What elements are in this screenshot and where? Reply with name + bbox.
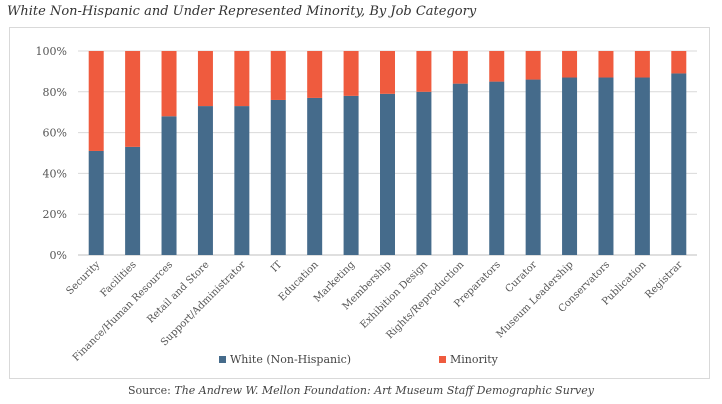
bar-white-non-hispanic — [489, 81, 505, 255]
bar-white-non-hispanic — [307, 97, 323, 255]
x-tick-label: IT — [269, 259, 285, 275]
bar-white-non-hispanic — [634, 77, 650, 255]
bar-minority — [270, 51, 286, 100]
bar-minority — [598, 51, 614, 78]
y-tick-label: 80% — [43, 86, 67, 99]
y-tick-label: 0% — [50, 249, 67, 262]
bar-minority — [671, 51, 687, 74]
bar-white-non-hispanic — [598, 77, 614, 255]
bar-minority — [489, 51, 505, 82]
bar-minority — [88, 51, 104, 151]
bar-white-non-hispanic — [343, 95, 359, 255]
bar-white-non-hispanic — [452, 83, 468, 255]
bar-white-non-hispanic — [161, 116, 177, 255]
legend-swatch — [439, 356, 446, 363]
bar-white-non-hispanic — [380, 93, 395, 255]
x-tick-label: Exhibition Design — [359, 259, 431, 331]
chart-panel: 0% 20% 40% 60% 80% 100% Security Facilities Fina… — [9, 27, 710, 379]
bar-white-non-hispanic — [197, 106, 213, 255]
bar-minority — [380, 51, 395, 94]
bar-minority — [562, 51, 578, 78]
stacked-bar-chart: 0%20%40%60%80%100%SecurityFacilitiesFina… — [36, 45, 697, 366]
bar-minority — [634, 51, 650, 78]
x-tick-label: Security — [65, 259, 103, 297]
source-prefix: Source: — [127, 384, 175, 397]
y-tick-label: 20% — [43, 208, 67, 221]
source-title: The Andrew W. Mellon Foundation: Art Mus… — [174, 384, 594, 397]
x-tick-label: Registrar — [643, 259, 685, 301]
bar-white-non-hispanic — [234, 106, 250, 255]
bar-white-non-hispanic — [562, 77, 578, 255]
bar-white-non-hispanic — [88, 150, 104, 255]
y-tick-label: 40% — [43, 167, 67, 180]
bar-minority — [161, 51, 177, 117]
x-tick-label: Retail and Store — [145, 259, 211, 325]
y-tick-label: 100% — [36, 45, 67, 58]
bar-white-non-hispanic — [671, 73, 687, 255]
bar-white-non-hispanic — [125, 146, 141, 255]
bar-minority — [234, 51, 250, 107]
legend-label: White (Non-Hispanic) — [230, 353, 351, 366]
source-note: Source: The Andrew W. Mellon Foundation:… — [0, 384, 722, 397]
bar-white-non-hispanic — [416, 91, 432, 255]
y-tick-label: 60% — [43, 127, 67, 140]
bar-minority — [525, 51, 541, 80]
bar-white-non-hispanic — [270, 99, 286, 256]
x-tick-label: Curator — [503, 259, 539, 295]
bar-minority — [343, 51, 359, 96]
bar-minority — [452, 51, 468, 84]
bar-minority — [416, 51, 432, 92]
legend-label: Minority — [450, 353, 499, 366]
bar-minority — [197, 51, 213, 107]
chart-title: White Non-Hispanic and Under Represented… — [7, 4, 477, 19]
bar-minority — [125, 51, 141, 147]
bar-white-non-hispanic — [525, 79, 541, 255]
bar-minority — [307, 51, 323, 98]
legend-swatch — [219, 356, 226, 363]
